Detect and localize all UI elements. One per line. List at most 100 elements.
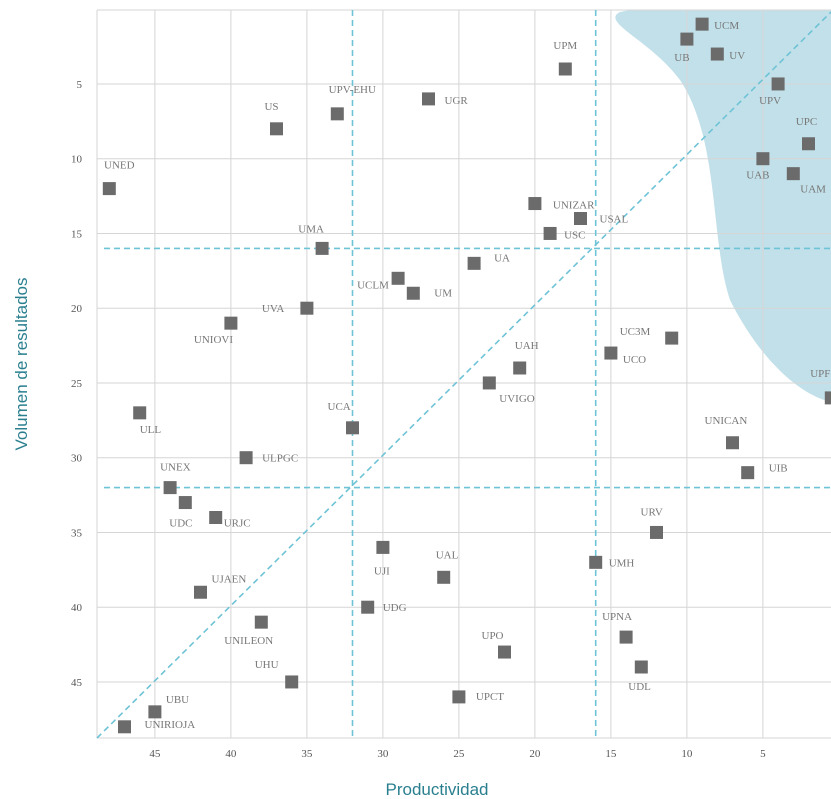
tick-labels-layer: 45 40 35 30 25 20 15 10 5 5 10 15 20 25 30 35 40 45	[71, 79, 766, 760]
data-point: UCO	[604, 346, 646, 366]
data-point: UGR	[422, 92, 468, 107]
data-point-label: UCO	[623, 354, 646, 366]
data-point: UIB	[741, 463, 788, 480]
data-point-label: UHU	[255, 659, 279, 671]
data-point-label: UPC	[796, 116, 817, 128]
data-point-marker	[482, 376, 496, 390]
data-point-marker	[361, 600, 375, 614]
data-point-label: UVIGO	[499, 393, 534, 405]
y-tick-label: 15	[71, 228, 83, 240]
data-point: UNICAN	[705, 415, 747, 450]
x-tick-label: 30	[377, 748, 389, 760]
data-point-label: UAL	[436, 549, 459, 561]
y-tick-label: 45	[71, 677, 83, 689]
data-point-label: UVA	[262, 303, 284, 315]
data-point-marker	[376, 540, 390, 554]
data-point: UNED	[102, 160, 135, 196]
data-point-marker	[695, 17, 709, 31]
data-point-label: UCM	[714, 20, 739, 32]
data-point-label: UPM	[553, 40, 577, 52]
data-point-label: URV	[641, 506, 663, 518]
data-point: URJC	[209, 511, 251, 530]
data-point: UB	[674, 32, 694, 64]
data-point: UAL	[436, 549, 459, 584]
data-point-marker	[665, 331, 679, 345]
x-tick-label: 20	[529, 748, 541, 760]
data-point-label: UDG	[383, 602, 407, 614]
data-point: UMH	[589, 555, 634, 569]
data-point-marker	[680, 32, 694, 46]
data-point-marker	[270, 122, 283, 136]
x-tick-label: 5	[760, 748, 766, 760]
y-axis-title: Volumen de resultados	[12, 278, 31, 451]
data-point-label: UNIRIOJA	[145, 719, 196, 731]
data-point-marker	[437, 570, 451, 584]
data-point-marker	[574, 212, 587, 225]
data-point-label: UPO	[482, 630, 504, 642]
data-point: UCLM	[357, 271, 405, 291]
data-point-marker	[467, 256, 481, 270]
data-point-marker	[391, 271, 405, 285]
data-point-label: UJAEN	[212, 573, 247, 585]
data-point-label: US	[264, 101, 278, 113]
data-point: UVA	[262, 301, 314, 315]
data-point-marker	[452, 690, 466, 704]
y-tick-label: 25	[71, 378, 83, 390]
data-point: UNIZAR	[528, 197, 595, 212]
data-point-marker	[513, 361, 527, 375]
data-point: UHU	[255, 659, 299, 689]
data-point-label: URJC	[224, 518, 251, 530]
data-point: US	[264, 101, 283, 136]
data-point-marker	[634, 660, 648, 674]
data-point: UJAEN	[194, 573, 246, 599]
data-point: UVIGO	[482, 376, 535, 405]
data-point-label: USC	[564, 229, 585, 241]
data-point-marker	[710, 47, 724, 61]
data-point-marker	[543, 226, 557, 240]
data-point-label: UAM	[800, 184, 826, 196]
data-point-label: UPF	[810, 368, 830, 380]
data-point: UBU	[148, 694, 189, 719]
data-point: UDC	[169, 496, 193, 530]
data-point-marker	[824, 391, 831, 405]
data-point-marker	[254, 615, 268, 629]
data-point-label: UNILEON	[224, 635, 273, 647]
data-point-label: ULPGC	[262, 453, 298, 465]
data-point-marker	[589, 555, 603, 569]
data-point-marker	[619, 630, 633, 644]
data-point-label: UBU	[166, 694, 189, 706]
data-point: UDG	[361, 600, 407, 614]
data-point-label: UNEX	[160, 462, 191, 474]
data-point: URV	[641, 506, 663, 539]
y-tick-label: 30	[71, 453, 83, 465]
x-tick-label: 45	[149, 748, 161, 760]
data-point-marker	[558, 62, 572, 76]
data-point-marker	[771, 77, 785, 91]
reference-line-diagonal	[96, 11, 831, 739]
data-point-label: USAL	[600, 214, 629, 226]
data-point: UCA	[328, 401, 359, 435]
data-point-marker	[330, 107, 344, 121]
data-point-marker	[756, 152, 770, 166]
data-point: UV	[710, 47, 745, 62]
data-point: UPV	[759, 77, 785, 107]
data-point: UNILEON	[224, 615, 273, 647]
data-point-marker	[194, 585, 207, 599]
data-point: UM	[406, 286, 452, 300]
y-tick-label: 20	[71, 303, 83, 315]
data-point-label: UM	[434, 287, 452, 299]
y-tick-label: 40	[71, 602, 83, 614]
reference-lines-layer	[96, 10, 831, 739]
data-point-marker	[133, 406, 147, 420]
data-point-label: UAH	[515, 340, 539, 352]
data-point: USC	[543, 226, 586, 241]
data-point-label: UDL	[628, 681, 651, 693]
data-point-marker	[802, 137, 815, 151]
data-point: ULPGC	[239, 451, 298, 465]
x-tick-label: 40	[225, 748, 237, 760]
data-point-label: ULL	[140, 424, 162, 436]
data-point: UA	[467, 252, 510, 270]
data-point: UNEX	[160, 462, 191, 495]
data-point-label: UNED	[104, 160, 135, 172]
